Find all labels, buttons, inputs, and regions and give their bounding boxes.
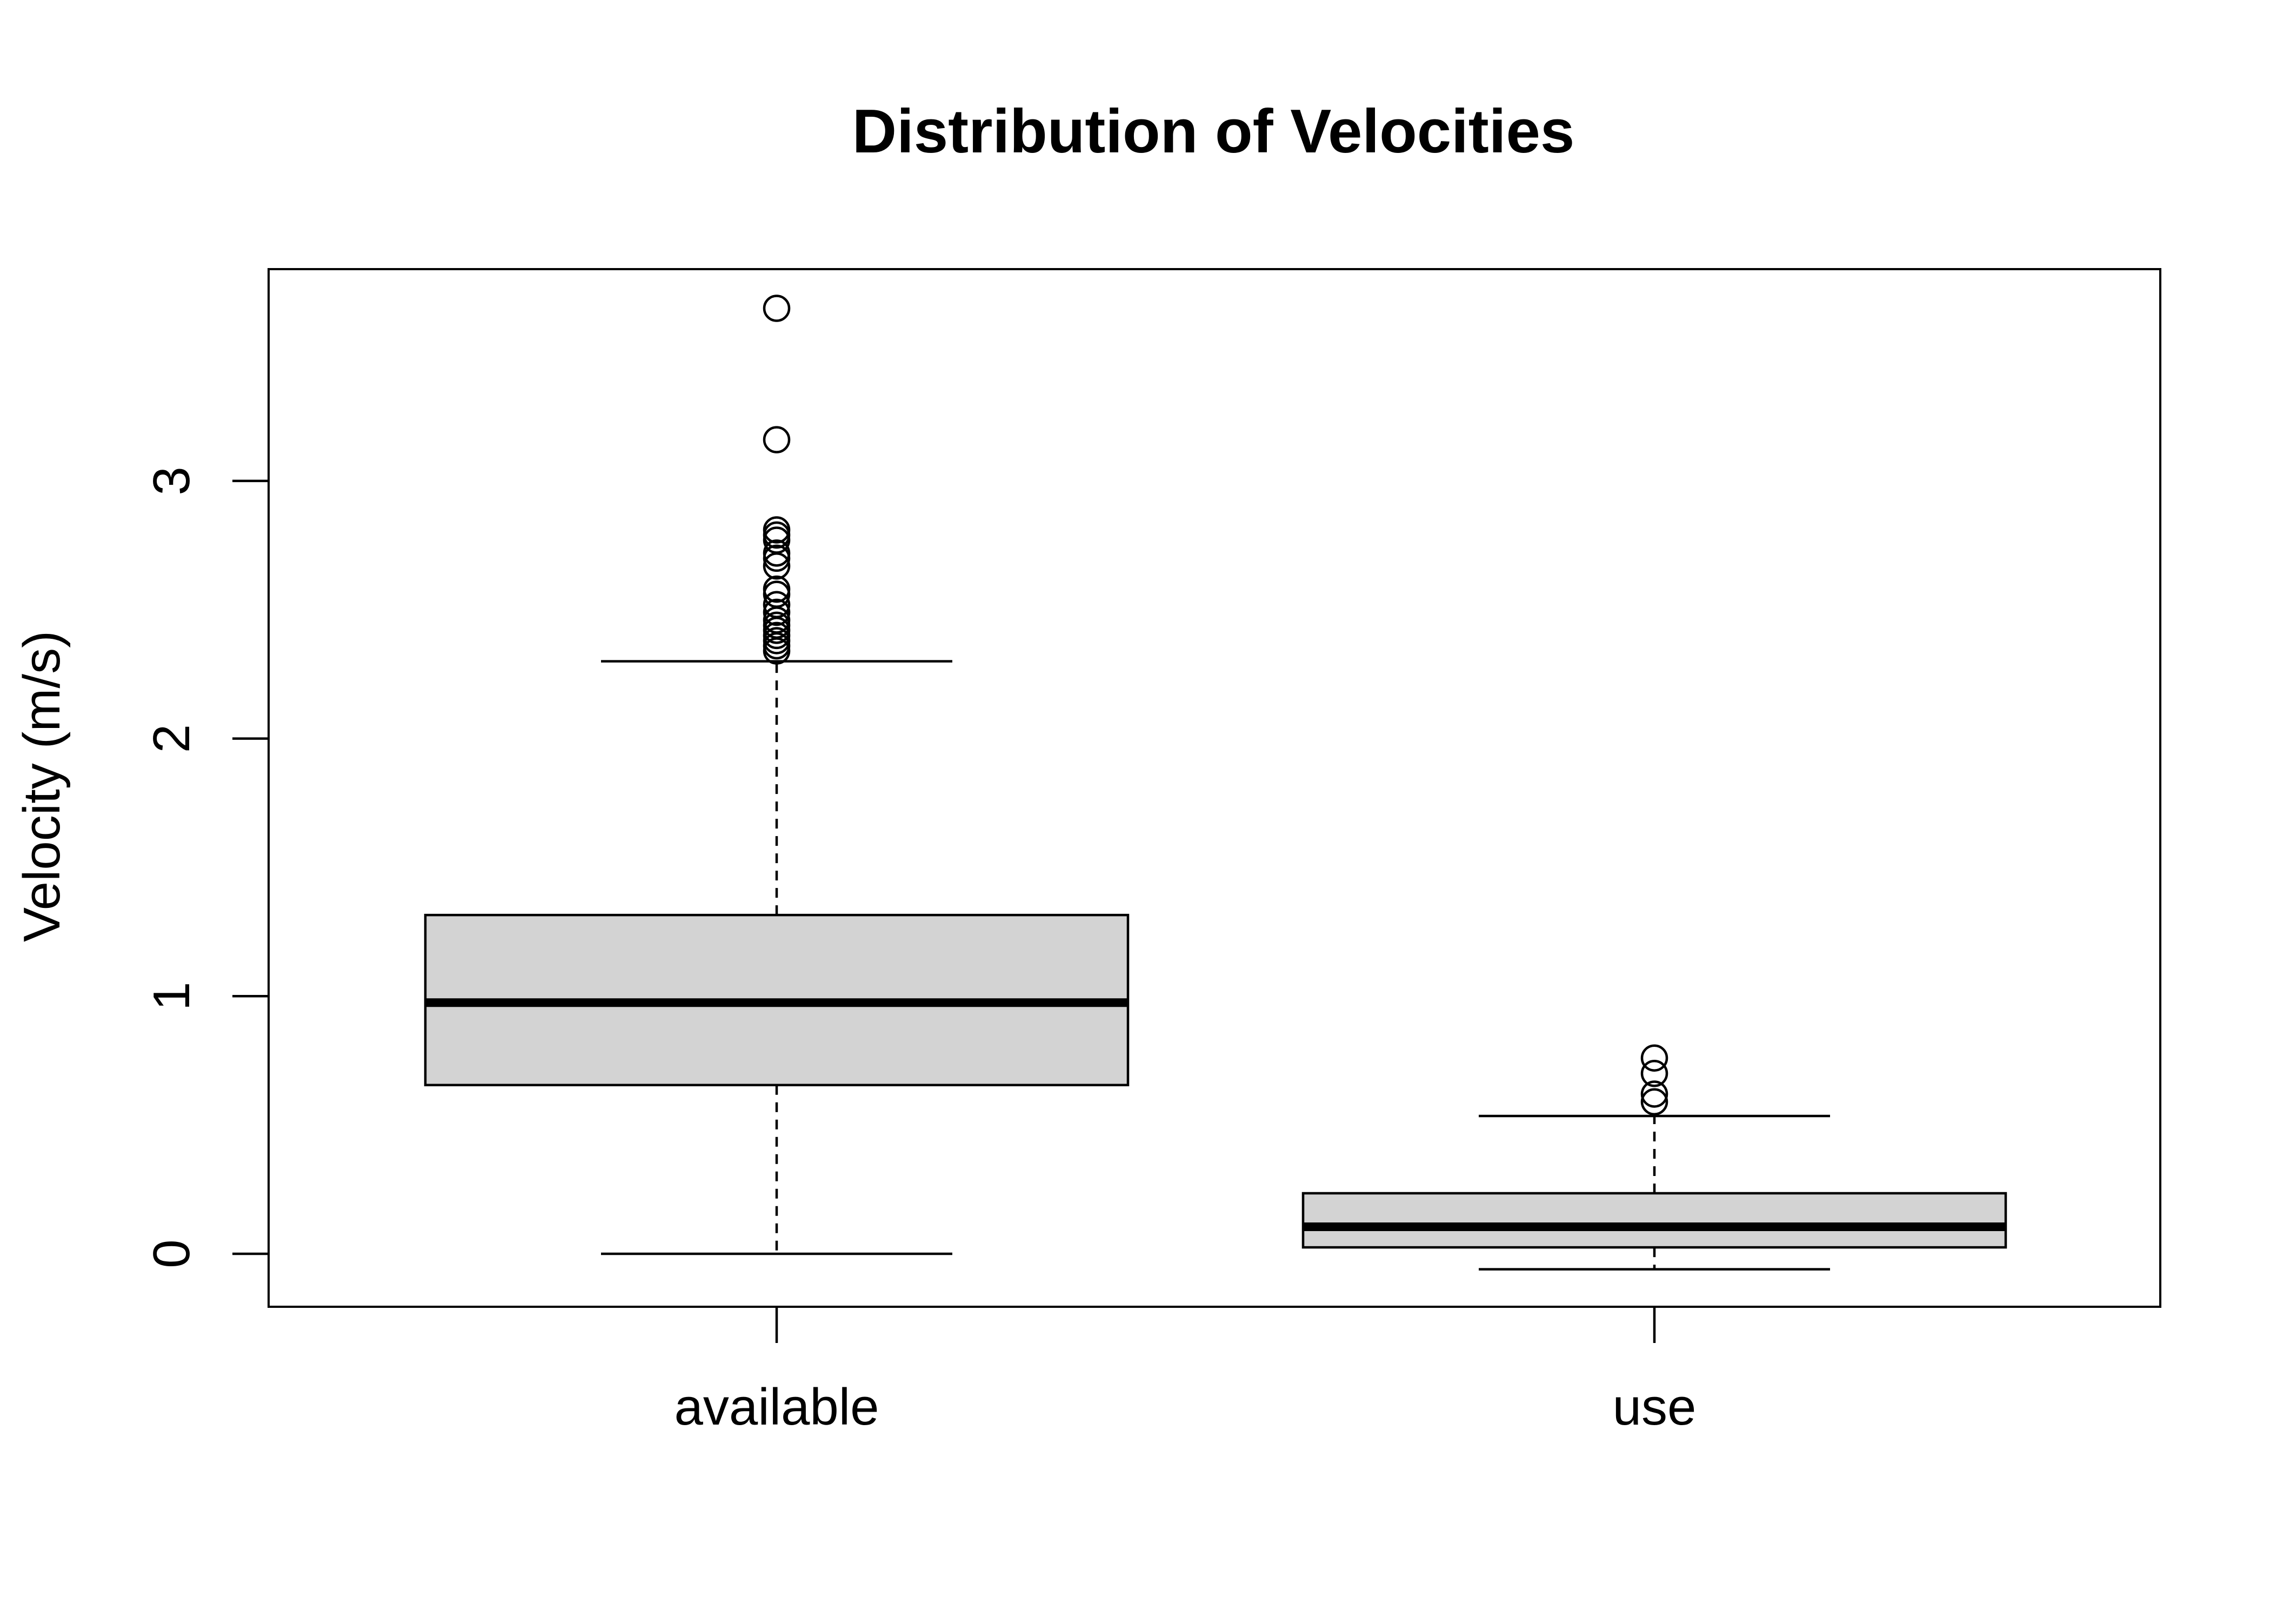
plot-frame [268, 268, 2161, 1308]
y-axis-title: Velocity (m/s) [13, 631, 71, 942]
outlier-point [763, 426, 791, 453]
outlier-point [763, 575, 791, 603]
x-tick-label-available: available [675, 1378, 879, 1436]
outlier-point [763, 544, 791, 572]
chart-title: Distribution of Velocities [852, 97, 1575, 166]
outlier-point [1640, 1080, 1668, 1108]
outlier-point [763, 637, 791, 665]
outlier-point [763, 295, 791, 322]
y-tick-label-3: 3 [143, 466, 201, 495]
outlier-point [1640, 1060, 1668, 1087]
iqr-box [1301, 1192, 2007, 1249]
y-tick-label-2: 2 [143, 724, 201, 753]
x-tick-label-use: use [1613, 1378, 1697, 1436]
chart-marks: 0 1 2 3 available use [143, 295, 2007, 1436]
y-tick-label-1: 1 [143, 982, 201, 1011]
outlier-point [1640, 1044, 1668, 1072]
box-group-available: available [424, 295, 1130, 1436]
box-group-use: use [1301, 1044, 2007, 1436]
outlier-point [1640, 1088, 1668, 1115]
outlier-point [763, 598, 791, 626]
outlier-point [763, 552, 791, 580]
y-tick-label-0: 0 [143, 1239, 201, 1268]
